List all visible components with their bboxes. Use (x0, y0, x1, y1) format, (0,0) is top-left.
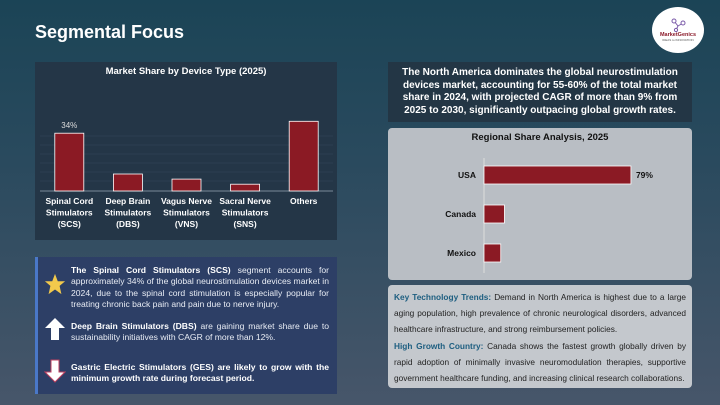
bar-3 (230, 183, 261, 192)
y-tick-label: Mexico (447, 248, 476, 258)
x-tick-label: (VNS) (175, 219, 198, 229)
star-icon (44, 273, 66, 295)
device-type-chart-panel: Market Share by Device Type (2025) 34% Sp… (35, 62, 337, 240)
arrow-up-icon (45, 318, 65, 340)
x-tick-label: Vagus Nerve (161, 196, 212, 206)
bar-canada (483, 204, 505, 224)
x-tick-label: Deep Brain (105, 196, 150, 206)
note-technology-trends: Key Technology Trends: Demand in North A… (394, 292, 686, 335)
chart-title: Regional Share Analysis, 2025 (471, 132, 609, 143)
data-label: 34% (61, 121, 77, 130)
x-tick-label: (SNS) (234, 219, 257, 229)
page-title: Segmental Focus (35, 22, 185, 42)
x-tick-label: (SCS) (58, 219, 81, 229)
x-tick-label: Stimulators (163, 208, 210, 218)
note-high-growth: High Growth Country: Canada shows the fa… (394, 340, 686, 384)
bar-4 (288, 120, 319, 192)
y-tick-label: USA (458, 170, 476, 180)
headline-box: The North America dominates the global n… (388, 62, 692, 122)
arrow-down-icon (44, 359, 66, 383)
molecule-icon (671, 18, 686, 32)
x-tick-label: Spinal Cord (45, 196, 93, 206)
y-tick-label: Canada (445, 209, 476, 219)
insight-dbs: Deep Brain Stimulators (DBS) are gaining… (71, 321, 329, 343)
regional-bar-chart: USA 79% Canada Mexico (445, 158, 653, 273)
insight-ges: Gastric Electric Stimulators (GES) are l… (71, 362, 329, 384)
notes-panel: Key Technology Trends: Demand in North A… (388, 285, 692, 388)
bar-mexico (483, 243, 502, 263)
logo-text: MarketGenics (659, 32, 697, 38)
bar-usa (483, 165, 632, 185)
insight-scs: The Spinal Cord Stimulators (SCS) segmen… (71, 265, 329, 309)
x-tick-label: Stimulators (46, 208, 93, 218)
bar-2 (171, 178, 202, 192)
x-tick-label: Stimulators (222, 208, 269, 218)
x-tick-label: (DBS) (116, 219, 140, 229)
x-tick-label: Others (290, 196, 318, 206)
company-logo: MarketGenics IDEAS to INNOVATION (652, 7, 704, 53)
insights-panel: The Spinal Cord Stimulators (SCS) segmen… (35, 257, 337, 394)
data-label: 79% (636, 170, 653, 180)
chart-title: Market Share by Device Type (2025) (105, 66, 267, 77)
bar-0 (54, 132, 85, 192)
logo-subtext: IDEAS to INNOVATION (662, 38, 694, 42)
bar-1 (113, 173, 143, 192)
x-tick-label: Stimulators (105, 208, 152, 218)
x-tick-label: Sacral Nerve (219, 196, 271, 206)
regional-chart-panel: Regional Share Analysis, 2025 USA 79% Cana… (388, 128, 692, 280)
